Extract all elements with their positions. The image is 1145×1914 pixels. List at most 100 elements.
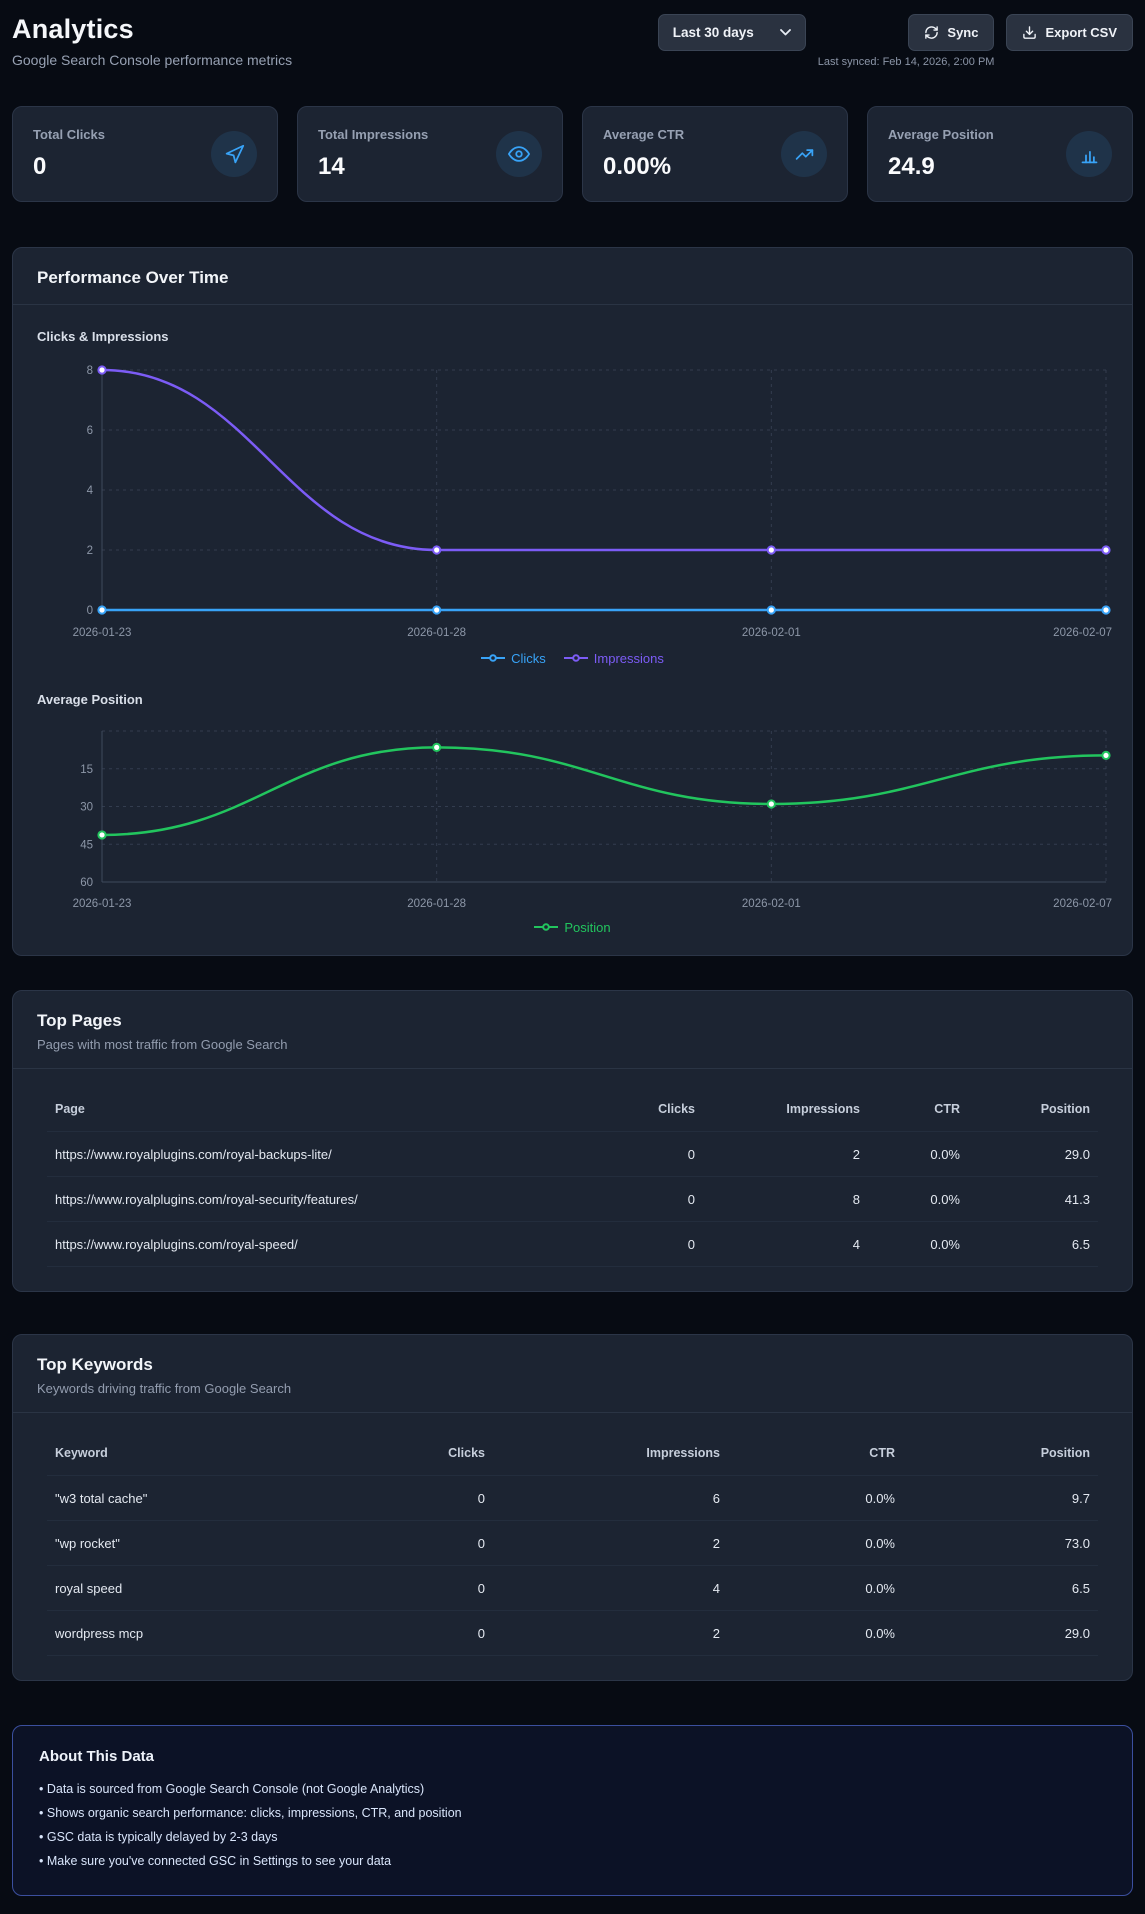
average-position-legend: Position <box>37 917 1108 937</box>
table-cell: wordpress mcp <box>55 1625 144 1641</box>
legend-item-impressions[interactable]: Impressions <box>563 651 664 666</box>
page-title: Analytics <box>12 14 134 44</box>
column-header: Position <box>1040 1446 1090 1460</box>
table-header-row: Keyword Clicks Impressions CTR Position <box>47 1431 1098 1476</box>
table-cell: 6.5 <box>1071 1236 1090 1252</box>
sync-button[interactable]: Sync <box>908 14 995 51</box>
table-cell: 8 <box>852 1191 860 1207</box>
column-header: Clicks <box>448 1446 485 1460</box>
svg-text:2026-02-07: 2026-02-07 <box>1053 627 1112 639</box>
header-controls: Last 30 days Sync Last synced: Feb 14, 2… <box>657 14 1133 68</box>
stat-value: 0.00% <box>603 153 672 180</box>
svg-text:2026-01-23: 2026-01-23 <box>73 627 132 639</box>
clicks-impressions-chart-title: Clicks & Impressions <box>37 329 169 344</box>
table-cell: 0.0% <box>930 1191 960 1207</box>
bar-chart-icon <box>1066 131 1112 177</box>
table-cell: 0 <box>477 1580 485 1596</box>
cursor-icon <box>211 131 257 177</box>
table-cell: 4 <box>712 1580 720 1596</box>
table-cell: 0.0% <box>865 1490 895 1506</box>
column-header: Position <box>1040 1102 1090 1116</box>
table-cell: 73.0 <box>1064 1535 1090 1551</box>
svg-text:8: 8 <box>87 365 93 377</box>
table-cell: 0.0% <box>865 1535 895 1551</box>
stat-card-total-impressions: Total Impressions 14 <box>297 106 563 202</box>
svg-text:30: 30 <box>80 802 93 814</box>
about-bullet: Make sure you've connected GSC in Settin… <box>39 1849 1106 1873</box>
export-csv-button[interactable]: Export CSV <box>1006 14 1133 51</box>
table-cell: 4 <box>852 1236 860 1252</box>
clicks-impressions-legend: Clicks Impressions <box>37 648 1108 668</box>
stat-value: 24.9 <box>888 153 935 180</box>
top-keywords-subtitle: Keywords driving traffic from Google Sea… <box>37 1381 292 1396</box>
about-title: About This Data <box>39 1748 154 1765</box>
about-list: Data is sourced from Google Search Conso… <box>39 1777 1106 1873</box>
table-header-row: Page Clicks Impressions CTR Position <box>47 1087 1098 1132</box>
legend-label: Clicks <box>511 650 546 666</box>
performance-card: Performance Over Time Clicks & Impressio… <box>12 247 1133 956</box>
table-cell: 2 <box>712 1535 720 1551</box>
about-bullet: Shows organic search performance: clicks… <box>39 1801 1106 1825</box>
column-header: Impressions <box>786 1102 860 1116</box>
svg-text:2026-02-07: 2026-02-07 <box>1053 898 1112 910</box>
stat-label: Average Position <box>888 127 994 142</box>
svg-text:2: 2 <box>87 545 93 557</box>
stat-label: Total Clicks <box>33 127 106 142</box>
stat-cards: Total Clicks 0 Total Impressions 14 Aver… <box>12 106 1133 202</box>
about-this-data-card: About This Data Data is sourced from Goo… <box>12 1725 1133 1896</box>
average-position-chart[interactable]: 15 30 45 60 2026-01-23 2026-01-28 2026-02-01 20… <box>37 721 1112 917</box>
sync-group: Sync Last synced: Feb 14, 2026, 2:00 PM <box>818 14 995 68</box>
legend-label: Position <box>564 919 611 935</box>
svg-text:6: 6 <box>87 425 93 437</box>
svg-text:45: 45 <box>80 839 93 851</box>
legend-item-position[interactable]: Position <box>534 919 611 935</box>
clicks-impressions-chart[interactable]: 0 2 4 6 8 2026-01-23 2026-01-28 2026-02-01 2026-… <box>37 358 1112 648</box>
table-cell: 0.0% <box>865 1580 895 1596</box>
table-cell: 0.0% <box>930 1236 960 1252</box>
table-cell: 0 <box>477 1535 485 1551</box>
about-bullet: Data is sourced from Google Search Conso… <box>39 1777 1106 1801</box>
table-cell: https://www.royalplugins.com/royal-secur… <box>55 1191 358 1207</box>
legend-marker-icon <box>481 654 506 662</box>
table-cell: 0 <box>687 1191 695 1207</box>
top-keywords-card: Top Keywords Keywords driving traffic fr… <box>12 1334 1133 1681</box>
svg-text:2026-02-01: 2026-02-01 <box>742 898 801 910</box>
table-row: https://www.royalplugins.com/royal-backu… <box>47 1132 1098 1177</box>
table-row: https://www.royalplugins.com/royal-speed… <box>47 1222 1098 1267</box>
page-subtitle: Google Search Console performance metric… <box>12 52 293 68</box>
top-pages-card: Top Pages Pages with most traffic from G… <box>12 990 1133 1292</box>
performance-card-title: Performance Over Time <box>37 268 229 287</box>
performance-card-body: Clicks & Impressions 0 2 4 6 8 2026-01-23 2026… <box>13 305 1132 955</box>
date-range-select[interactable]: Last 30 days <box>657 14 806 51</box>
top-keywords-header: Top Keywords Keywords driving traffic fr… <box>13 1335 1132 1413</box>
performance-card-header: Performance Over Time <box>13 248 1132 305</box>
table-cell: 0 <box>477 1490 485 1506</box>
table-row: royal speed 0 4 0.0% 6.5 <box>47 1566 1098 1611</box>
legend-item-clicks[interactable]: Clicks <box>481 651 546 666</box>
svg-text:2026-02-01: 2026-02-01 <box>742 627 801 639</box>
top-keywords-table: Keyword Clicks Impressions CTR Position "w3 t… <box>13 1413 1132 1680</box>
stat-value: 0 <box>33 153 47 180</box>
table-cell: "wp rocket" <box>55 1535 120 1551</box>
table-cell: 0 <box>687 1146 695 1162</box>
average-position-chart-title: Average Position <box>37 692 143 707</box>
table-cell: 0.0% <box>865 1625 895 1641</box>
legend-marker-icon <box>563 654 588 662</box>
legend-marker-icon <box>534 923 559 931</box>
table-cell: https://www.royalplugins.com/royal-speed… <box>55 1236 298 1252</box>
svg-text:2026-01-23: 2026-01-23 <box>73 898 132 910</box>
top-pages-table: Page Clicks Impressions CTR Position https://… <box>13 1069 1132 1291</box>
table-cell: 9.7 <box>1071 1490 1090 1506</box>
column-header: CTR <box>934 1102 960 1116</box>
table-row: https://www.royalplugins.com/royal-secur… <box>47 1177 1098 1222</box>
top-keywords-title: Top Keywords <box>37 1355 153 1374</box>
table-cell: 6.5 <box>1071 1580 1090 1596</box>
refresh-icon <box>925 26 939 39</box>
table-cell: 29.0 <box>1064 1146 1090 1162</box>
title-block: Analytics Google Search Console performa… <box>12 14 292 68</box>
date-range-value: Last 30 days <box>672 25 754 40</box>
page-header: Analytics Google Search Console performa… <box>12 14 1133 68</box>
trending-up-icon <box>781 131 827 177</box>
stat-label: Total Impressions <box>318 127 429 142</box>
sync-label: Sync <box>947 25 979 40</box>
